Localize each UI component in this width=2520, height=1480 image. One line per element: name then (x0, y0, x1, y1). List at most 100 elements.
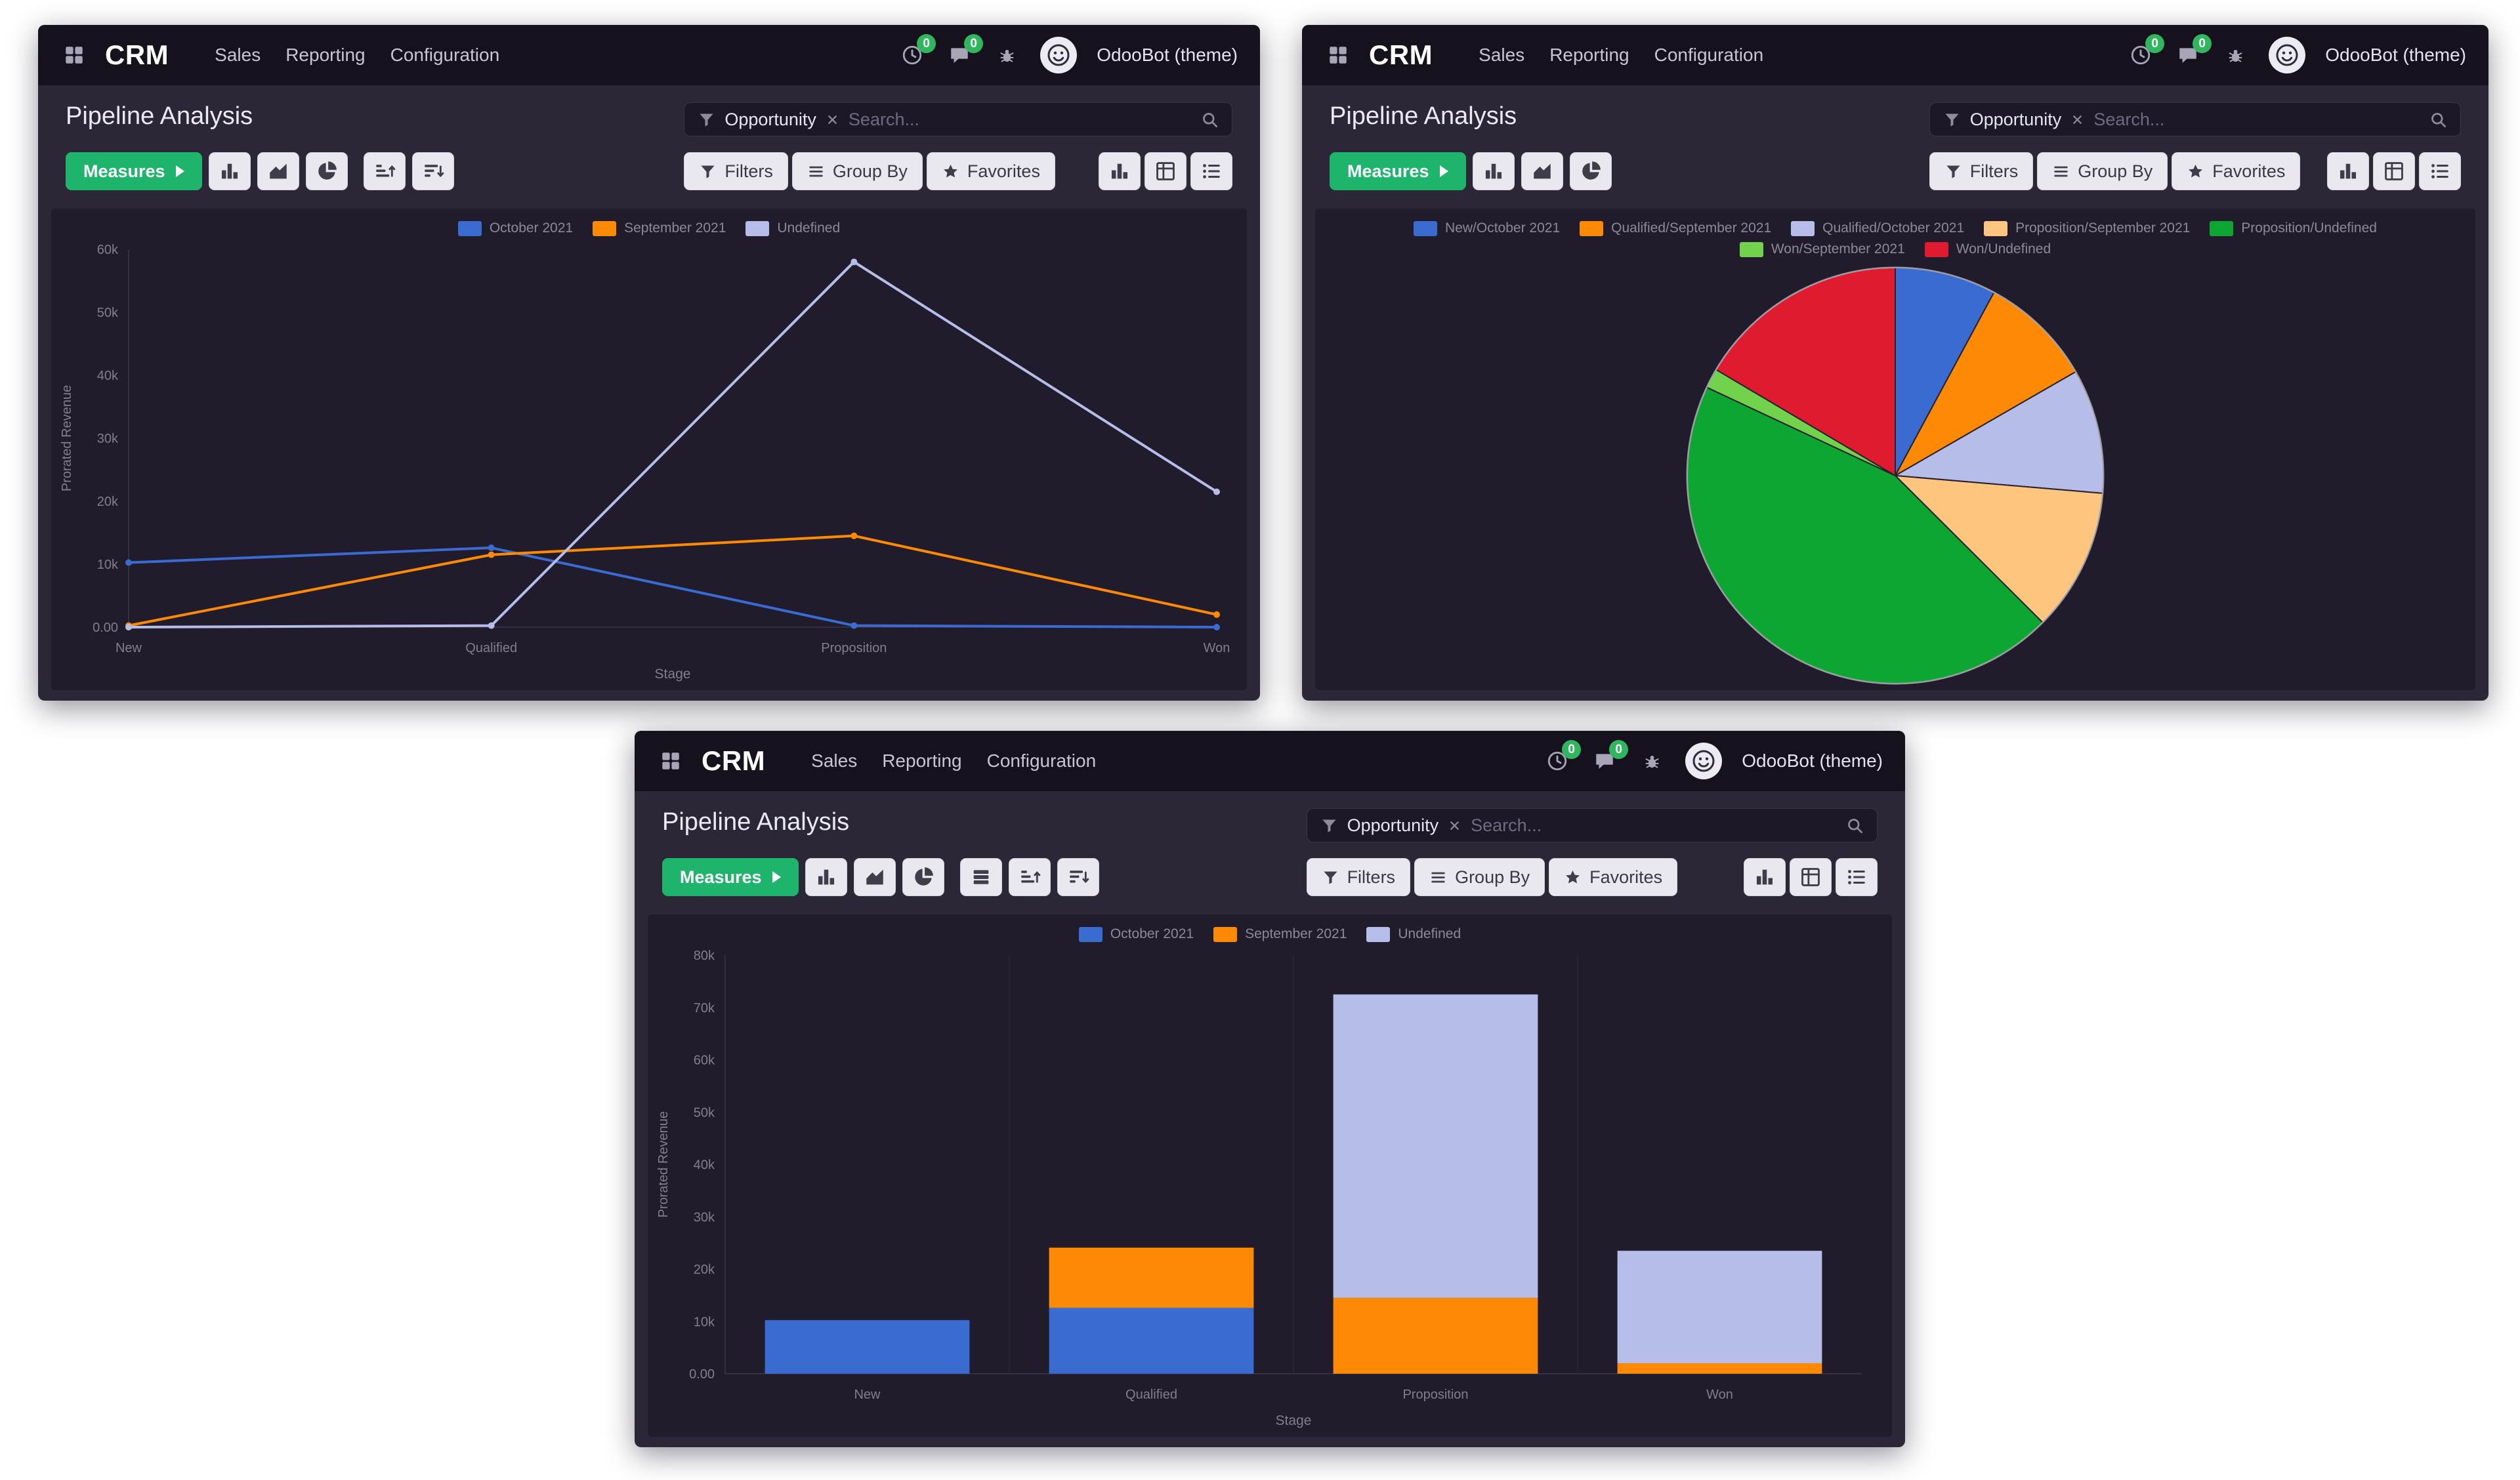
legend-swatch (1984, 220, 2008, 236)
bar-chart-mode-button[interactable] (208, 152, 251, 190)
avatar[interactable] (1040, 37, 1078, 73)
svg-text:80k: 80k (694, 949, 715, 963)
activities-icon[interactable]: 0 (2127, 34, 2165, 69)
filters-button[interactable]: Filters (1929, 152, 2034, 190)
search-icon[interactable] (2429, 111, 2447, 129)
measures-button[interactable]: Measures (66, 152, 202, 190)
filters-button[interactable]: Filters (684, 152, 788, 190)
search-input[interactable]: Search... (1471, 815, 1542, 835)
pivot-view-button[interactable] (2373, 152, 2415, 190)
favorites-button[interactable]: Favorites (926, 152, 1055, 190)
legend-item[interactable]: October 2021 (1078, 926, 1194, 942)
pivot-view-button[interactable] (1790, 858, 1832, 896)
menu-sales[interactable]: Sales (215, 45, 261, 65)
menu-configuration[interactable]: Configuration (1654, 45, 1764, 65)
user-name[interactable]: OdooBot (theme) (2325, 45, 2466, 65)
apps-menu-icon[interactable] (657, 747, 684, 775)
messages-icon[interactable]: 0 (946, 34, 984, 69)
pivot-view-button[interactable] (1144, 152, 1186, 190)
activities-icon[interactable]: 0 (898, 34, 936, 69)
legend-item[interactable]: Undefined (746, 220, 840, 236)
bar-chart-mode-button[interactable] (805, 858, 847, 896)
search-bar[interactable]: Opportunity Search... (1929, 102, 2461, 136)
measures-button[interactable]: Measures (662, 858, 799, 896)
group-by-button[interactable]: Group By (791, 152, 923, 190)
user-name[interactable]: OdooBot (theme) (1097, 45, 1238, 65)
remove-facet-icon[interactable] (826, 113, 839, 127)
menu-reporting[interactable]: Reporting (882, 750, 962, 771)
pie-chart-mode-button[interactable] (1569, 152, 1612, 190)
messages-icon[interactable]: 0 (1591, 740, 1629, 775)
messages-badge: 0 (964, 34, 984, 53)
graph-view-button[interactable] (1744, 858, 1786, 896)
pie-chart-mode-button[interactable] (902, 858, 944, 896)
group-by-button[interactable]: Group By (2037, 152, 2168, 190)
legend-swatch (457, 220, 482, 236)
search-input[interactable]: Search... (848, 109, 919, 129)
group-by-button[interactable]: Group By (1414, 858, 1545, 896)
legend-item[interactable]: New/October 2021 (1414, 220, 1560, 236)
sort-descending-button[interactable] (411, 152, 454, 190)
legend-item[interactable]: Proposition/September 2021 (1984, 220, 2190, 236)
menu-sales[interactable]: Sales (811, 750, 858, 771)
stacked-toggle-button[interactable] (959, 858, 1002, 896)
remove-facet-icon[interactable] (2070, 113, 2084, 127)
legend-item[interactable]: Undefined (1366, 926, 1461, 942)
menu-reporting[interactable]: Reporting (1549, 45, 1629, 65)
sort-ascending-button[interactable] (1008, 858, 1051, 896)
list-view-button[interactable] (1190, 152, 1232, 190)
line-chart-mode-button[interactable] (257, 152, 299, 190)
search-icon[interactable] (1846, 817, 1864, 834)
list-view-button[interactable] (1836, 858, 1878, 896)
legend-item[interactable]: October 2021 (457, 220, 573, 236)
line-chart[interactable]: 0.00 10k 20k 30k 40k 50k 60k Prorated Revenue Ne… (51, 240, 1247, 690)
legend-item[interactable]: Proposition/Undefined (2210, 220, 2377, 236)
debug-icon[interactable] (1638, 747, 1666, 775)
apps-menu-icon[interactable] (60, 41, 88, 69)
debug-icon[interactable] (2221, 41, 2249, 69)
menu-configuration[interactable]: Configuration (986, 750, 1097, 771)
activities-icon[interactable]: 0 (1544, 740, 1582, 775)
app-brand[interactable]: CRM (1369, 39, 1433, 70)
avatar[interactable] (2269, 37, 2306, 73)
legend-item[interactable]: Qualified/October 2021 (1791, 220, 1964, 236)
debug-icon[interactable] (993, 41, 1020, 69)
filters-button[interactable]: Filters (1306, 858, 1411, 896)
legend-item[interactable]: Won/Undefined (1924, 241, 2051, 257)
graph-view-button[interactable] (1099, 152, 1141, 190)
avatar[interactable] (1685, 743, 1723, 779)
app-brand[interactable]: CRM (702, 745, 766, 776)
graph-view-button[interactable] (2327, 152, 2369, 190)
messages-icon[interactable]: 0 (2174, 34, 2212, 69)
legend-item[interactable]: Won/September 2021 (1739, 241, 1905, 257)
svg-text:New: New (116, 641, 142, 655)
menu-sales[interactable]: Sales (1479, 45, 1525, 65)
bar-chart-mode-button[interactable] (1472, 152, 1515, 190)
legend-item[interactable]: September 2021 (1213, 926, 1347, 942)
user-name[interactable]: OdooBot (theme) (1742, 750, 1883, 771)
favorites-button[interactable]: Favorites (2172, 152, 2301, 190)
search-bar[interactable]: Opportunity Search... (684, 102, 1232, 136)
search-icon[interactable] (1201, 111, 1219, 129)
legend-item[interactable]: September 2021 (593, 220, 726, 236)
pie-chart-mode-button[interactable] (305, 152, 348, 190)
app-brand[interactable]: CRM (105, 39, 169, 70)
favorites-button[interactable]: Favorites (1549, 858, 1678, 896)
apps-menu-icon[interactable] (1324, 41, 1352, 69)
legend-item[interactable]: Qualified/September 2021 (1580, 220, 1771, 236)
search-bar[interactable]: Opportunity Search... (1306, 808, 1878, 842)
navbar-right: 0 0 OdooBot (theme) (898, 34, 1238, 73)
menu-reporting[interactable]: Reporting (285, 45, 366, 65)
line-chart-mode-button[interactable] (853, 858, 896, 896)
search-input[interactable]: Search... (2093, 109, 2165, 129)
measures-button[interactable]: Measures (1330, 152, 1466, 190)
list-view-button[interactable] (2419, 152, 2461, 190)
sort-descending-button[interactable] (1057, 858, 1099, 896)
bar-chart[interactable]: 0.00 10k 20k 30k 40k 50k 60k 70k 80k Prorated Rev… (648, 946, 1892, 1437)
sort-ascending-button[interactable] (363, 152, 406, 190)
pie-chart[interactable] (1315, 261, 2475, 690)
remove-facet-icon[interactable] (1448, 819, 1461, 832)
menu-configuration[interactable]: Configuration (390, 45, 500, 65)
line-chart-mode-button[interactable] (1521, 152, 1563, 190)
legend-swatch (1739, 241, 1763, 257)
